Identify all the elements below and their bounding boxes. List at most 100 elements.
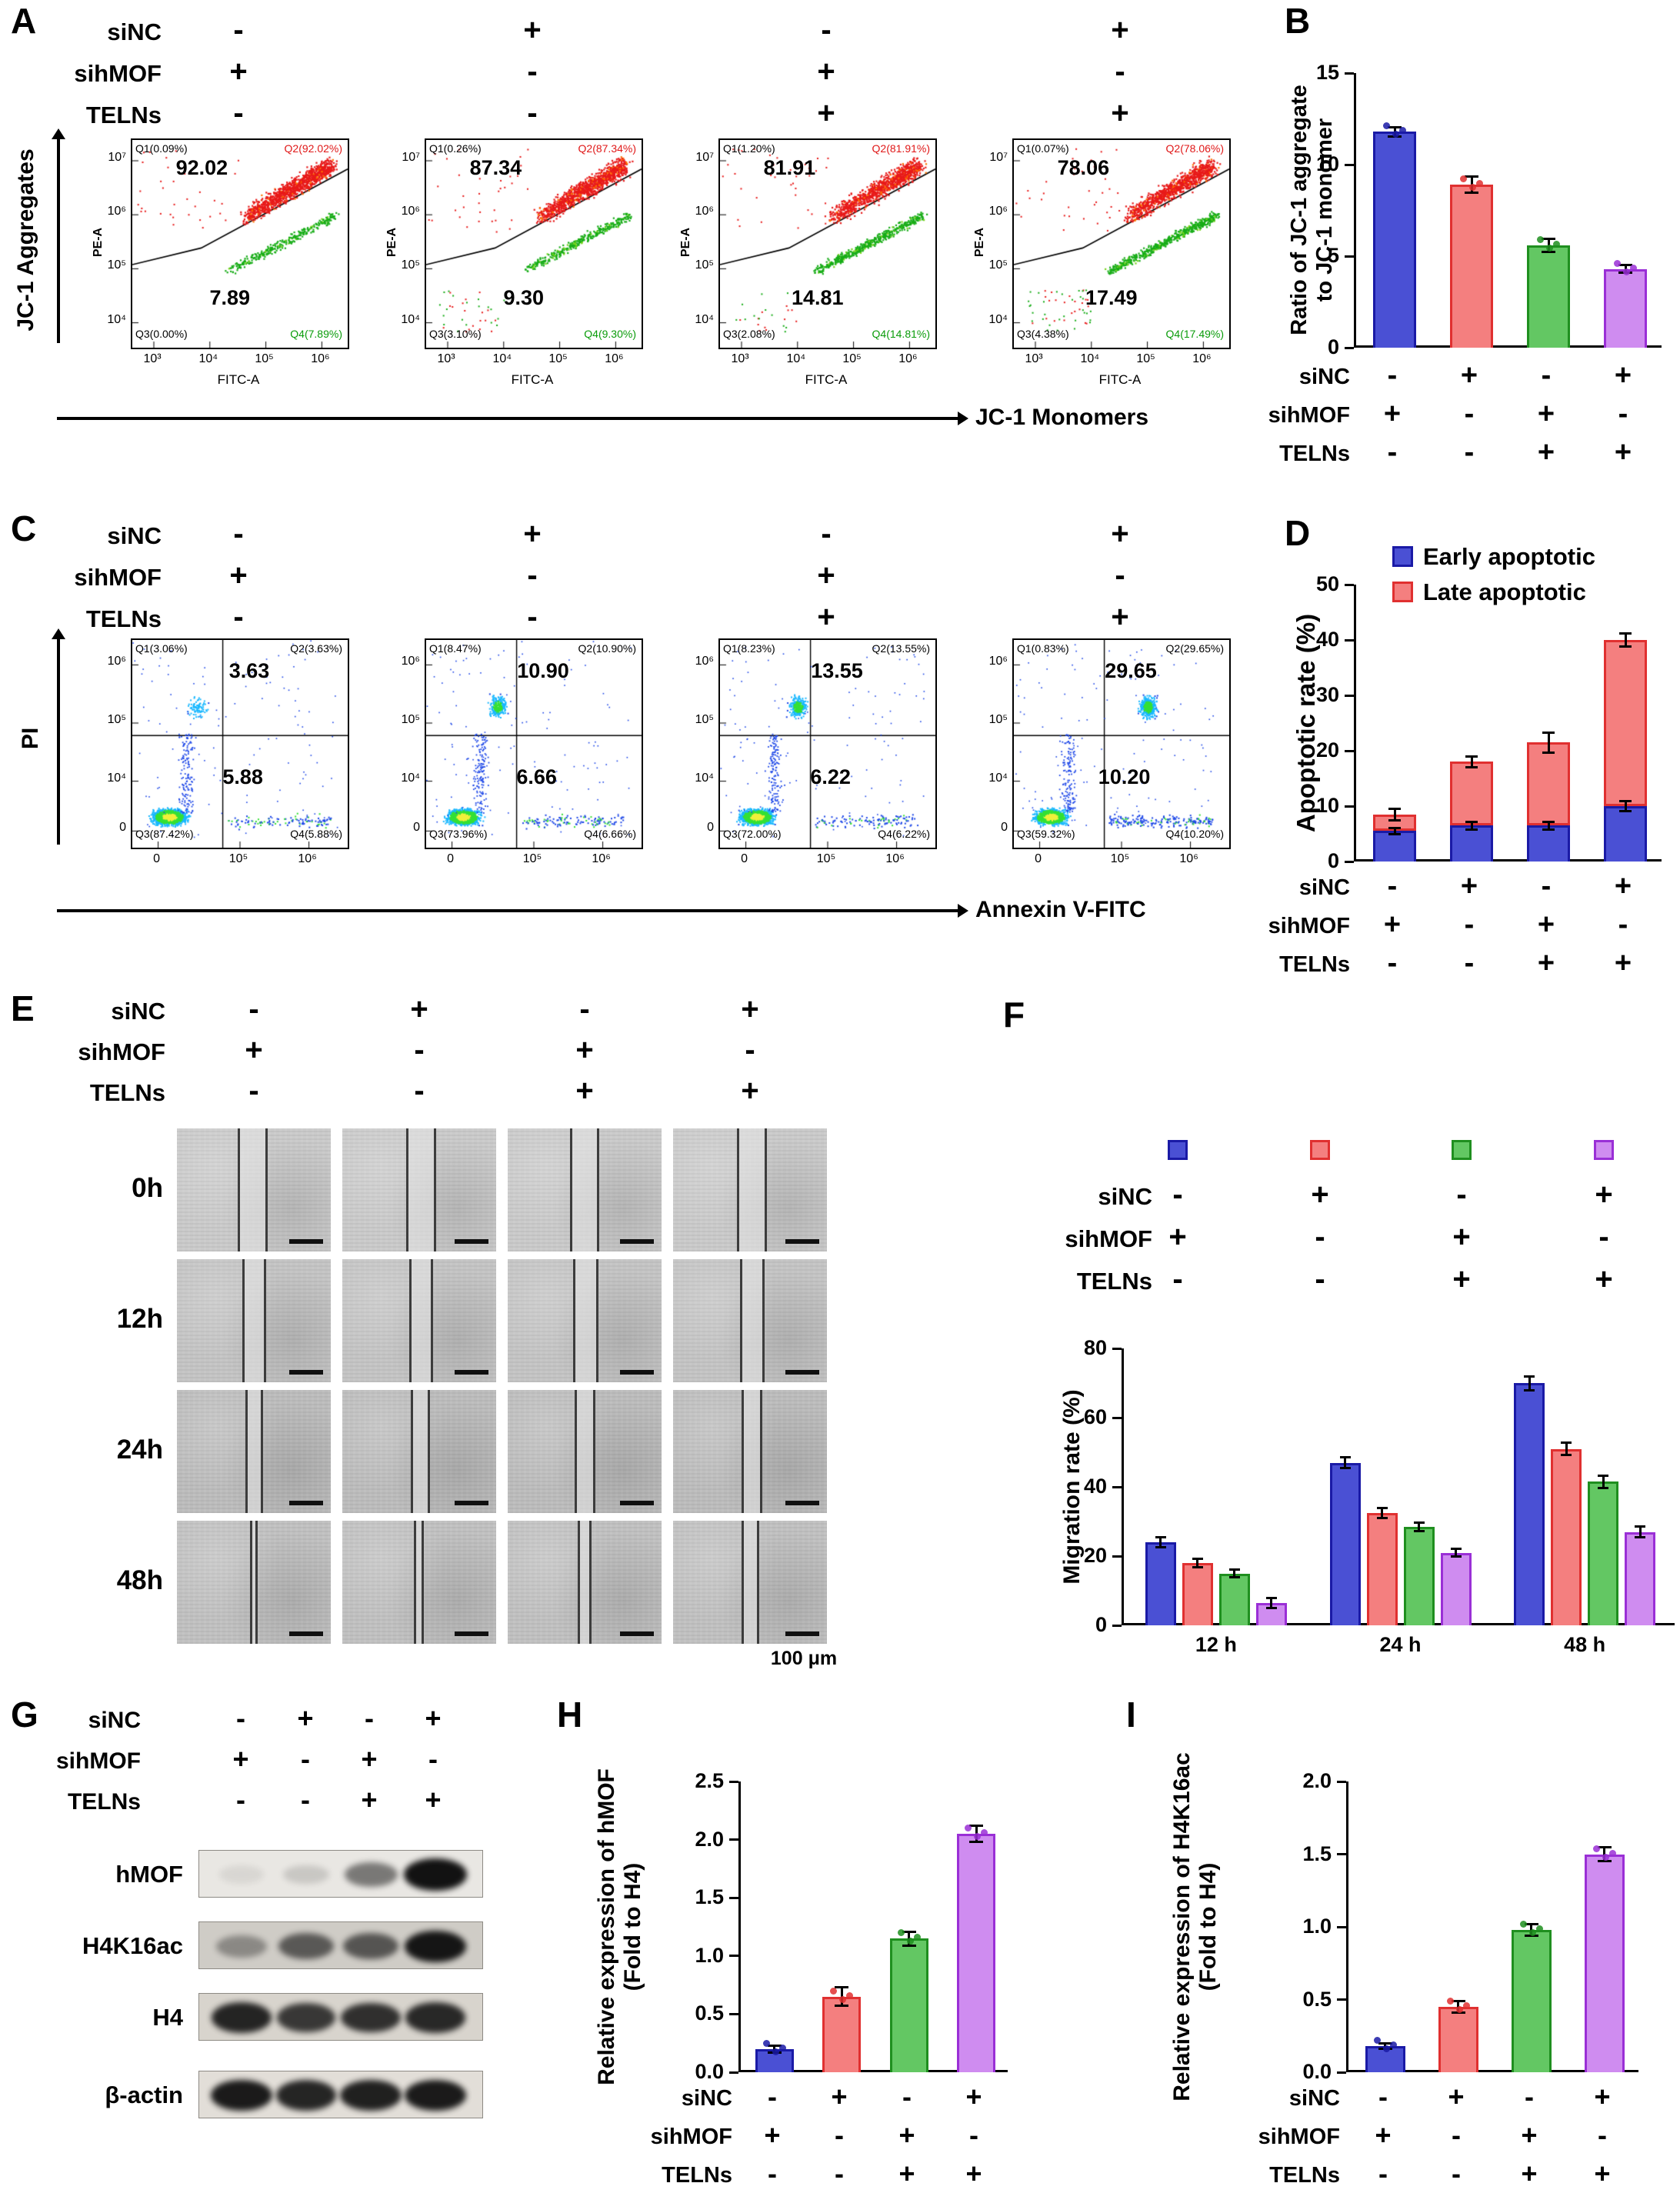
error-bar-cap <box>1388 808 1401 811</box>
y-tick-label: 10⁵ <box>107 713 126 726</box>
y-axis-tick <box>1337 1998 1346 2001</box>
x-tick-label: 10⁶ <box>1192 352 1212 365</box>
y-axis-tick <box>729 2071 738 2074</box>
error-bar-cap <box>1465 175 1478 178</box>
wound-healing-image <box>673 1259 827 1382</box>
condition-sign: + <box>1614 359 1632 392</box>
y-tick-label: 0 <box>1095 1613 1107 1636</box>
condition-sign: + <box>1111 96 1129 130</box>
y-tick-label: 0.5 <box>1302 1987 1332 2011</box>
data-point-marker <box>1399 127 1406 135</box>
wound-edge-line <box>741 1390 744 1513</box>
wound-gap-region <box>251 1521 256 1644</box>
flow-x-axis-name: FITC-A <box>805 372 848 387</box>
chart-B-plot-area: 0 5 10 15 <box>1316 61 1662 358</box>
blot-strip <box>198 1921 483 1969</box>
condition-sign: - <box>768 2158 777 2189</box>
y-tick-label: 10⁶ <box>107 655 126 668</box>
panel-G: G siNC - + - + sihMOF + - + - TELNs - - + + hMOF H4K16a… <box>0 1692 554 2203</box>
condition-sign: - <box>1115 55 1125 88</box>
condition-sign: - <box>527 600 538 634</box>
y-tick-label: 10⁴ <box>401 312 420 326</box>
condition-sign: - <box>233 96 244 130</box>
condition-sign: - <box>1525 2081 1534 2112</box>
error-bar-cap <box>1192 1565 1203 1568</box>
quadrant-label-q2: Q2(78.06%) <box>1165 142 1224 155</box>
y-axis-tick <box>1345 638 1354 642</box>
panel-I-label: I <box>1126 1695 1136 1735</box>
error-bar-cap <box>1542 828 1555 831</box>
y-axis-tick <box>1337 1780 1346 1783</box>
wound-healing-image <box>508 1128 662 1251</box>
condition-row-name: sihMOF <box>74 60 162 87</box>
x-category-label: 48 h <box>1564 1633 1606 1656</box>
panel-B-conditions: siNC - + - + sihMOF + - + - TELNs - - + + <box>1268 0 1680 508</box>
series-legend-swatch-0 <box>1168 1140 1188 1160</box>
wound-edge-line <box>410 1390 413 1513</box>
error-bar-cap <box>1598 1486 1609 1489</box>
quadrant-label-q3: Q3(2.08%) <box>723 328 775 340</box>
wound-gap-region <box>742 1521 758 1644</box>
x-tick-label: 10⁶ <box>885 852 905 865</box>
y-axis-tick <box>729 2012 738 2015</box>
y-tick-label: 10⁴ <box>695 312 714 326</box>
error-bar-cap <box>1465 192 1478 195</box>
y-tick-label: 10⁷ <box>108 151 126 164</box>
data-point-marker <box>1519 1920 1527 1928</box>
scale-bar <box>620 1631 654 1636</box>
wound-healing-image <box>508 1259 662 1382</box>
gate-percentage-bottom: 9.30 <box>503 285 545 309</box>
blot-band <box>405 2002 466 2033</box>
condition-sign: - <box>301 1784 310 1815</box>
y-axis-tick <box>1112 1416 1122 1419</box>
panel-A-label: A <box>11 1 37 41</box>
gate-percentage-bottom: 6.66 <box>516 765 557 788</box>
condition-sign: + <box>361 1784 378 1815</box>
y-tick-label: 40 <box>1315 628 1339 651</box>
bar-I-1 <box>1438 2006 1478 2072</box>
error-bar-line <box>1638 1526 1642 1538</box>
x-tick-label: 0 <box>741 852 748 865</box>
wound-edge-line <box>741 1521 744 1644</box>
panel-C-y-axis-arrow <box>52 628 65 845</box>
scale-bar <box>620 1239 654 1244</box>
condition-sign: + <box>898 2119 915 2151</box>
flow-cytometry-plot: 10⁶ 10⁵ 10⁴ 0 0 10⁵ 10⁶ Q1(3.06%) Q2(3.63%) Q3(87… <box>85 638 354 885</box>
wound-gap-region <box>243 1259 265 1382</box>
chart-F-plot-area: 0 20 40 60 80 12 h 24 h 48 h <box>1084 1336 1675 1656</box>
error-bar-cap <box>1451 1999 1465 2002</box>
condition-sign: + <box>229 558 248 592</box>
blot-band <box>216 1935 267 1958</box>
condition-sign: + <box>1614 436 1632 468</box>
condition-row-name: siNC <box>1298 875 1350 900</box>
quadrant-label-q2: Q2(10.90%) <box>578 642 636 655</box>
x-tick-label: 10⁵ <box>548 352 568 365</box>
error-bar-cap <box>1524 1375 1535 1378</box>
error-bar-line <box>1547 822 1550 830</box>
x-tick-label: 10⁴ <box>1080 352 1100 365</box>
y-axis-tick <box>1345 163 1354 166</box>
condition-sign: - <box>1541 870 1552 902</box>
condition-sign: + <box>1111 517 1129 551</box>
bar-H-3 <box>957 1834 996 2072</box>
x-tick-label: 10⁶ <box>311 352 330 365</box>
panel-H-label: H <box>557 1695 583 1735</box>
condition-sign: + <box>425 1784 442 1815</box>
error-bar-cap <box>1376 1517 1388 1519</box>
gate-percentage-bottom: 7.89 <box>209 285 251 309</box>
error-bar-cap <box>902 1944 916 1947</box>
bar-early-1 <box>1450 825 1493 862</box>
blot-band <box>404 1930 467 1962</box>
data-point-marker <box>1614 259 1621 267</box>
quadrant-label-q3: Q3(59.32%) <box>1017 828 1075 840</box>
condition-sign: - <box>835 2158 844 2189</box>
x-tick-label: 10⁶ <box>898 352 918 365</box>
data-point-marker <box>1469 184 1476 192</box>
error-bar-cap <box>1339 1456 1351 1459</box>
y-tick-label: 10⁶ <box>401 205 420 218</box>
condition-sign: - <box>768 2081 777 2112</box>
condition-sign: - <box>821 13 832 47</box>
condition-row-name: TELNs <box>662 2163 732 2188</box>
y-axis-tick <box>1345 72 1354 75</box>
x-tick-label: 10⁵ <box>522 852 542 865</box>
